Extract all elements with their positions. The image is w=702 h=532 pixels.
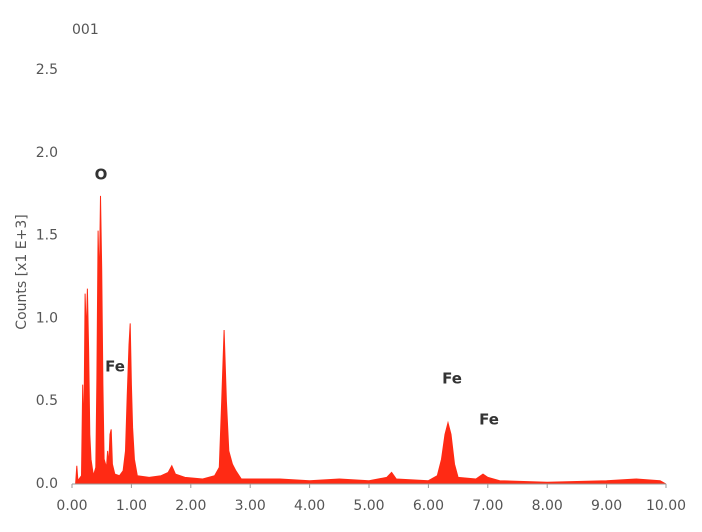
y-tick-label: 2.5 [36,62,58,78]
x-tick-label: 9.00 [591,498,622,514]
x-tick-label: 3.00 [235,498,266,514]
x-tick-label: 6.00 [413,498,444,514]
y-tick-label: 1.5 [36,228,58,244]
x-tick-label: 1.00 [116,498,147,514]
y-tick-label: 0.5 [36,393,58,409]
spectrum [72,195,667,485]
x-tick-label: 7.00 [472,498,503,514]
chart-title: 001 [72,22,99,38]
x-tick-label: 8.00 [532,498,563,514]
y-axis-label: Counts [x1 E+3] [14,214,30,329]
x-tick-label: 10.00 [646,498,686,514]
y-tick-label: 1.0 [36,310,58,326]
peak-label: Fe [442,370,462,388]
peak-label: Fe [479,411,499,429]
y-tick-label: 0.0 [36,476,58,492]
peak-label: Fe [105,358,125,376]
x-tick-label: 0.00 [56,498,87,514]
x-tick-label: 2.00 [175,498,206,514]
x-tick-label: 4.00 [294,498,325,514]
y-tick-label: 2.0 [36,145,58,161]
peak-label: O [95,166,108,184]
x-tick-label: 5.00 [353,498,384,514]
